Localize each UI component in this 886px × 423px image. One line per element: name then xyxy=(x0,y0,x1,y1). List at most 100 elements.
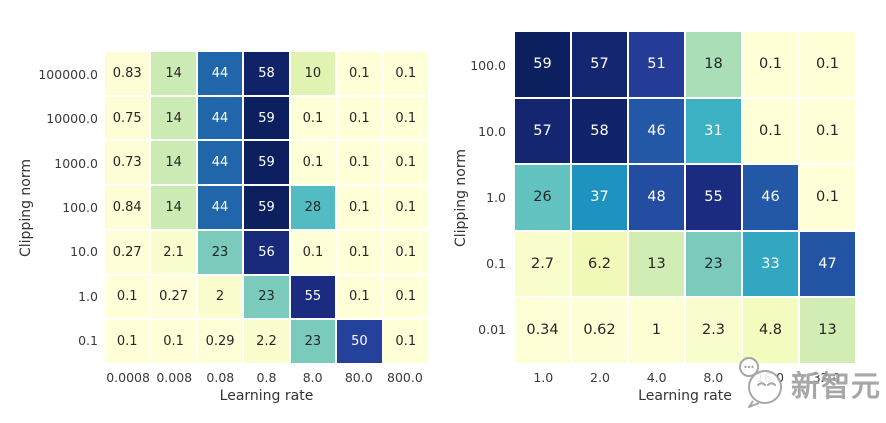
heatmap-cell: 47 xyxy=(800,231,855,297)
y-tick-label: 10.0 xyxy=(478,123,506,139)
heatmap-cell: 23 xyxy=(244,275,289,319)
heatmap-cell: 0.1 xyxy=(337,275,382,319)
heatmap-cell: 0.1 xyxy=(105,275,150,319)
heatmap-cell: 0.1 xyxy=(337,186,382,229)
y-tick-label: 1.0 xyxy=(486,190,506,205)
y-tick-label: 1.0 xyxy=(78,288,98,304)
x-axis-label: Learning rate xyxy=(219,388,314,404)
heatmap-cell: 58 xyxy=(244,52,289,95)
heatmap-cell: 18 xyxy=(686,32,741,97)
heatmap-cell: 0.1 xyxy=(105,320,150,363)
heatmap-cell: 4.8 xyxy=(743,298,798,363)
heatmap-cell: 13 xyxy=(800,298,855,363)
x-axis-label: Learning rate xyxy=(638,388,732,404)
heatmap-cell: 44 xyxy=(197,96,243,140)
y-tick-label: 100.0 xyxy=(62,199,98,215)
x-tick-label: 80.0 xyxy=(344,370,373,385)
heatmap-cell: 2.2 xyxy=(244,320,289,363)
x-tick-label: 0.0008 xyxy=(106,370,150,385)
heatmap-cell: 0.83 xyxy=(105,52,150,95)
heatmap-cell: 44 xyxy=(197,141,243,185)
heatmap-cell: 23 xyxy=(197,230,243,274)
x-tick-label: 8.0 xyxy=(703,370,724,385)
heatmap-cell: 14 xyxy=(151,186,196,229)
heatmap-cell: 44 xyxy=(197,186,243,229)
heatmap-cell: 0.1 xyxy=(383,52,428,95)
heatmap-cell: 50 xyxy=(337,320,382,363)
heatmap-cell: 46 xyxy=(743,165,798,230)
heatmap-cell: 23 xyxy=(290,320,336,363)
heatmap-cell: 57 xyxy=(515,98,570,164)
heatmap-cell: 0.1 xyxy=(290,141,336,185)
heatmap-cell: 46 xyxy=(629,98,684,164)
heatmap-cell: 0.62 xyxy=(572,298,627,363)
heatmap-cell: 59 xyxy=(244,96,289,140)
heatmap-cell: 0.1 xyxy=(151,320,196,363)
heatmap-cell: 0.1 xyxy=(383,96,428,140)
y-tick-label: 10000.0 xyxy=(46,111,98,127)
x-tick-label: 800.0 xyxy=(387,370,423,385)
y-tick-label: 10.0 xyxy=(70,244,98,260)
heatmap-cell: 0.1 xyxy=(337,230,382,274)
heatmap-cell: 37 xyxy=(572,165,627,230)
heatmap-cell: 48 xyxy=(629,165,684,230)
heatmap-cell: 59 xyxy=(244,141,289,185)
heatmap-cell: 59 xyxy=(244,186,289,229)
x-tick-label: 0.8 xyxy=(256,370,277,385)
heatmap-cell: 0.1 xyxy=(290,230,336,274)
heatmap-cell: 2.7 xyxy=(515,231,570,297)
heatmap-right: Clipping norm 100.0 10.0 1.0 0.1 0.01 59 57 51… xyxy=(443,0,886,423)
heatmap-cell: 56 xyxy=(244,230,289,274)
y-tick-label: 0.01 xyxy=(478,322,506,338)
y-tick-label: 1000.0 xyxy=(54,155,98,171)
heatmap-cell: 2.1 xyxy=(151,230,196,274)
heatmap-cell: 13 xyxy=(629,231,684,297)
heatmap-cell: 58 xyxy=(572,98,627,164)
x-tick-label: 0.008 xyxy=(156,370,193,385)
heatmap-cell: 2.3 xyxy=(686,298,741,363)
x-tick-label: 0.08 xyxy=(206,370,235,385)
y-tick-label: 0.1 xyxy=(78,333,98,349)
y-tick-label: 0.1 xyxy=(486,256,506,272)
y-axis-ticks: 100000.0 10000.0 1000.0 100.0 10.0 1.0 0.1 xyxy=(0,52,98,363)
chat-bubble-logo-icon xyxy=(735,354,787,414)
heatmap-cell: 14 xyxy=(151,96,196,140)
x-tick-label: 2.0 xyxy=(590,370,610,385)
heatmap-cell: 44 xyxy=(197,52,243,95)
heatmap-cell: 55 xyxy=(290,275,336,319)
heatmap-cell: 0.1 xyxy=(383,320,428,363)
heatmap-cell: 0.1 xyxy=(290,96,336,140)
heatmap-cell: 59 xyxy=(515,32,570,97)
heatmap-left: Clipping norm 100000.0 10000.0 1000.0 100.0… xyxy=(0,52,428,404)
heatmap-cell: 31 xyxy=(686,98,741,164)
heatmap-cell: 0.75 xyxy=(105,96,150,140)
watermark-text: 新智元 xyxy=(791,369,882,403)
heatmap-cell: 0.27 xyxy=(105,230,150,274)
heatmap-cell: 0.1 xyxy=(337,141,382,185)
heatmap-cell: 0.1 xyxy=(800,165,855,230)
heatmap-cell: 0.1 xyxy=(383,141,428,185)
heatmap-cell: 2 xyxy=(197,275,243,319)
heatmap-cell: 0.1 xyxy=(743,32,798,97)
heatmap-cell: 0.1 xyxy=(383,230,428,274)
watermark: 新智元 xyxy=(735,353,885,415)
heatmap-cell: 0.1 xyxy=(383,275,428,319)
x-tick-label: 32.0 xyxy=(812,370,841,385)
heatmap-cell: 0.73 xyxy=(105,141,150,185)
heatmap-grid: 0.83 14 44 58 10 0.1 0.1 0.75 14 44 59 0.1 0.1 0.1 0.7… xyxy=(105,52,428,363)
heatmap-grid: 59 57 51 18 0.1 0.1 57 58 46 31 0.1 0.1 26 37 48 55 46 0.… xyxy=(515,32,855,363)
heatmap-cell: 0.84 xyxy=(105,186,150,229)
heatmap-cell: 14 xyxy=(151,52,196,95)
y-axis-ticks: 100.0 10.0 1.0 0.1 0.01 xyxy=(443,32,506,363)
heatmap-cell: 0.1 xyxy=(800,98,855,164)
x-tick-label: 4.0 xyxy=(646,370,667,385)
heatmap-cell: 0.1 xyxy=(383,186,428,229)
y-tick-label: 100000.0 xyxy=(38,66,98,82)
x-axis-ticks: 0.0008 0.008 0.08 0.8 8.0 80.0 800.0 xyxy=(105,370,428,385)
heatmap-cell: 23 xyxy=(686,231,741,297)
heatmap-cell: 26 xyxy=(515,165,570,230)
heatmap-cell: 0.34 xyxy=(515,298,570,363)
heatmap-cell: 51 xyxy=(629,32,684,97)
heatmap-cell: 0.1 xyxy=(743,98,798,164)
